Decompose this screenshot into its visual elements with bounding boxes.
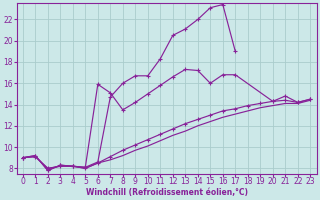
X-axis label: Windchill (Refroidissement éolien,°C): Windchill (Refroidissement éolien,°C) bbox=[85, 188, 248, 197]
